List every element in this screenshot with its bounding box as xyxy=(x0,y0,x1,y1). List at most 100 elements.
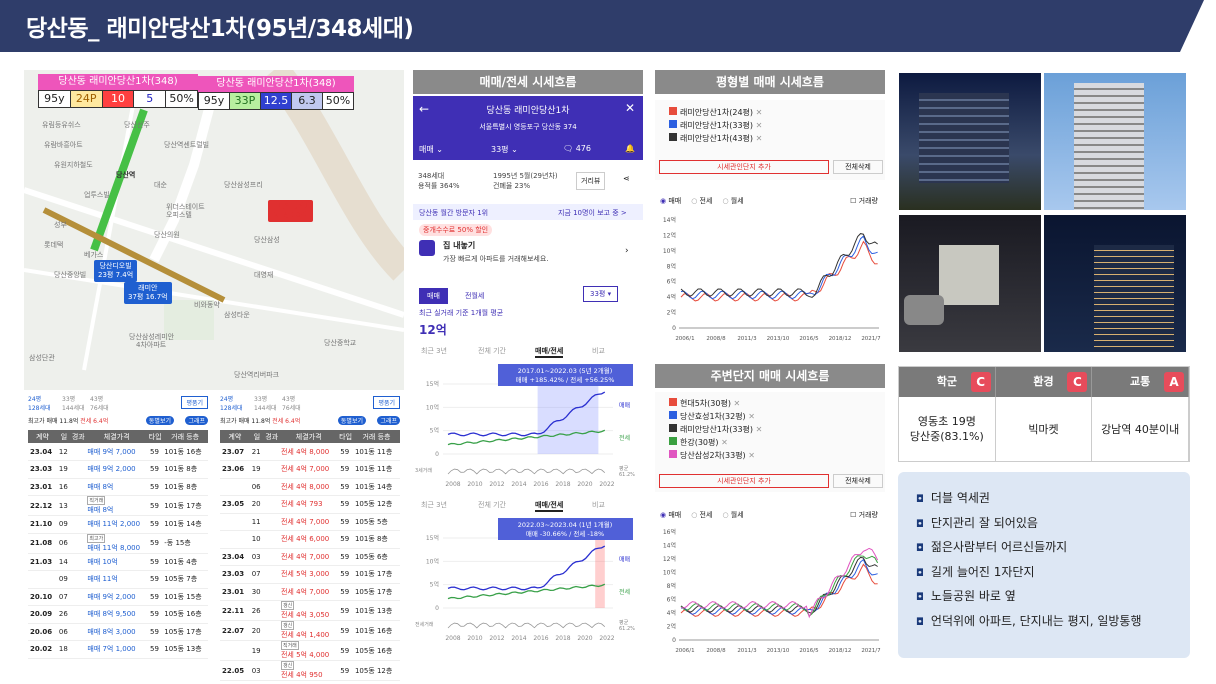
table-row[interactable]: 20.10 07 매매 9억 2,000 59 101동 15층 xyxy=(28,588,208,606)
table-row[interactable]: 21.10 09 매매 11억 2,000 59 101동 14층 xyxy=(28,515,208,534)
series-item[interactable]: 한강(30평) ✕ xyxy=(669,436,762,449)
bell-icon[interactable]: 🔔 xyxy=(625,144,635,153)
size-select[interactable]: 33평 ⌄ xyxy=(491,145,518,154)
delete-all-button[interactable]: 전체삭제 xyxy=(833,474,883,488)
table-row[interactable]: 10 전세 4억 6,000 59 101동 8층 xyxy=(220,530,400,549)
collapse-button[interactable]: 평품기 xyxy=(181,396,208,409)
size-tab[interactable]: 24평 128세대 xyxy=(28,396,51,412)
remove-icon[interactable]: ✕ xyxy=(721,438,728,447)
period-tab[interactable]: 비교 xyxy=(592,347,605,355)
map-tag-24p: 당산동 래미안당산1차(348) 95y 24P 10 5 50% xyxy=(38,74,198,108)
volume-checkbox[interactable]: ☐ 거래량 xyxy=(850,197,878,205)
table-row[interactable]: 23.07 21 전세 4억 8,000 59 101동 11층 xyxy=(220,443,400,461)
map-pin[interactable]: 래미안 37평 16.7억 xyxy=(124,282,172,304)
series-item[interactable]: 당산삼성2차(33평) ✕ xyxy=(669,449,762,462)
remove-icon[interactable]: ✕ xyxy=(748,451,755,460)
tab-rent[interactable]: 전월세 xyxy=(465,292,485,300)
table-row[interactable]: 22.05 03 갱신 전세 4억 950 59 105동 12층 xyxy=(220,660,400,681)
table-row[interactable]: 22.12 13 직거래 매매 8억 59 101동 17층 xyxy=(28,495,208,516)
table-row[interactable]: 20.02 18 매매 7억 1,000 59 105동 13층 xyxy=(28,640,208,659)
table-row[interactable]: 11 전세 4억 7,000 59 105동 5층 xyxy=(220,513,400,531)
table-row[interactable]: 22.11 26 갱신 전세 4억 3,050 59 101동 13층 xyxy=(220,600,400,621)
series-item[interactable]: 래미안당산1차(24평) ✕ xyxy=(669,106,762,119)
table-row[interactable]: 23.03 19 매매 9억 2,000 59 101동 8층 xyxy=(28,460,208,479)
table-row[interactable]: 23.04 12 매매 9억 7,000 59 101동 16층 xyxy=(28,443,208,461)
view-by-building-button[interactable]: 동별보기 xyxy=(337,416,366,425)
period-tab[interactable]: 전체 기간 xyxy=(478,347,506,355)
visitor-bar[interactable]: 당산동 월간 방문자 1위 지금 10명이 보고 중 > xyxy=(413,204,643,220)
remove-icon[interactable]: ✕ xyxy=(755,425,763,434)
remove-icon[interactable]: ✕ xyxy=(755,121,763,130)
delete-all-button[interactable]: 전체삭제 xyxy=(833,160,883,174)
remove-icon[interactable]: ✕ xyxy=(755,134,763,143)
table-row[interactable]: 06 전세 4억 8,000 59 101동 14층 xyxy=(220,478,400,496)
table-row[interactable]: 23.04 03 전세 4억 7,000 59 105동 6층 xyxy=(220,548,400,566)
table-row[interactable]: 23.05 20 전세 4억 793 59 105동 12층 xyxy=(220,495,400,514)
period-tab[interactable]: 매매/전세 xyxy=(535,500,564,512)
table-row[interactable]: 21.03 14 매매 10억 59 101동 4층 xyxy=(28,553,208,571)
table-row[interactable]: 23.01 16 매매 8억 59 101동 8층 xyxy=(28,478,208,496)
table-row[interactable]: 23.06 19 전세 4억 7,000 59 101동 11층 xyxy=(220,460,400,479)
size-tab[interactable]: 24평 128세대 xyxy=(220,396,243,412)
share-icon[interactable]: ⋖ xyxy=(623,174,630,183)
trade-select[interactable]: 매매 ⌄ xyxy=(419,145,443,154)
series-item[interactable]: 래미안당산1차(33평) ✕ xyxy=(669,423,762,436)
y-tick: 0 xyxy=(672,325,676,332)
radio-1[interactable]: ○ 전세 xyxy=(691,511,713,519)
add-complex-button[interactable]: 시세관인단지 추가 xyxy=(659,474,829,488)
size-tab[interactable]: 43평 76세대 xyxy=(282,396,301,412)
period-tab[interactable]: 최근 3년 xyxy=(421,347,447,355)
remove-icon[interactable]: ✕ xyxy=(755,108,763,117)
table-row[interactable]: 09 매매 11억 59 105동 7층 xyxy=(28,570,208,589)
table-row[interactable]: 20.06 06 매매 8억 3,000 59 105동 17층 xyxy=(28,623,208,641)
view-by-building-button[interactable]: 동별보기 xyxy=(145,416,174,425)
street-view-button[interactable]: 거리뷰 xyxy=(576,172,606,190)
add-complex-button[interactable]: 시세관인단지 추가 xyxy=(659,160,829,174)
comment-button[interactable]: 🗨 476 xyxy=(563,144,591,153)
period-tab[interactable]: 전체 기간 xyxy=(478,501,506,509)
chevron-right-icon[interactable]: › xyxy=(625,246,629,256)
graph-button[interactable]: 그래프 xyxy=(377,416,400,425)
tooltip-period: 2022.03~2023.04 (1년 1개월) xyxy=(518,520,613,529)
volume-checkbox[interactable]: ☐ 거래량 xyxy=(850,511,878,519)
radio-0[interactable]: ◉ 매매 xyxy=(660,511,682,519)
x-tick: 2012 xyxy=(489,481,504,488)
size-dropdown[interactable]: 33평 ▾ xyxy=(583,286,619,302)
radio-2[interactable]: ○ 월세 xyxy=(722,511,744,519)
table-row[interactable]: 20.09 26 매매 8억 9,500 59 105동 16층 xyxy=(28,605,208,624)
series-item[interactable]: 현대5차(30평) ✕ xyxy=(669,397,762,410)
period-tab[interactable]: 비교 xyxy=(592,501,605,509)
close-icon[interactable]: ✕ xyxy=(624,101,635,115)
remove-icon[interactable]: ✕ xyxy=(748,412,755,421)
table-cell: 22.12 xyxy=(28,495,57,516)
series-item[interactable]: 래미안당산1차(43평) ✕ xyxy=(669,132,762,145)
period-tab[interactable]: 최근 3년 xyxy=(421,501,447,509)
table-row[interactable]: 23.03 07 전세 5억 3,000 59 101동 17층 xyxy=(220,565,400,584)
back-icon[interactable]: ← xyxy=(419,102,430,116)
radio-0[interactable]: ◉ 매매 xyxy=(660,197,682,205)
table-row[interactable]: 22.07 20 갱신 전세 4억 1,400 59 101동 16층 xyxy=(220,620,400,641)
map-view[interactable]: 당산동 래미안당산1차(348) 95y 24P 10 5 50% 당산동 래미… xyxy=(24,70,404,390)
size-tab[interactable]: 33평 144세대 xyxy=(254,396,277,412)
table-row[interactable]: 23.01 30 전세 4억 7,000 59 105동 17층 xyxy=(220,583,400,601)
collapse-button[interactable]: 평품기 xyxy=(373,396,400,409)
map-pin-target[interactable]: 래미안당산1 24평 10억 xyxy=(268,200,313,222)
map-pin[interactable]: 당산디오빌 23평 7.4억 xyxy=(94,260,138,282)
table-cell: 매매 9억 2,000 xyxy=(85,588,148,606)
remove-icon[interactable]: ✕ xyxy=(733,399,741,408)
radio-2[interactable]: ○ 월세 xyxy=(722,197,744,205)
tab-sale[interactable]: 매매 xyxy=(419,288,448,304)
size-tab[interactable]: 43평 76세대 xyxy=(90,396,109,412)
series-item[interactable]: 래미안당산1차(33평) ✕ xyxy=(669,119,762,132)
table-row[interactable]: 21.08 06 최고가 매매 11억 8,000 59 -동 15층 xyxy=(28,533,208,554)
info-far: 용적률 364% xyxy=(418,182,460,190)
period-tab[interactable]: 매매/전세 xyxy=(535,346,564,358)
promo-badge: 중개수수료 50% 할인 xyxy=(419,224,493,236)
series-line xyxy=(680,555,879,617)
sell-title[interactable]: 집 내놓기 xyxy=(443,241,476,250)
series-item[interactable]: 당산효성1차(32평) ✕ xyxy=(669,410,762,423)
graph-button[interactable]: 그래프 xyxy=(185,416,208,425)
table-row[interactable]: 19 직거래 전세 5억 4,000 59 105동 16층 xyxy=(220,640,400,661)
radio-1[interactable]: ○ 전세 xyxy=(691,197,713,205)
size-tab[interactable]: 33평 144세대 xyxy=(62,396,85,412)
